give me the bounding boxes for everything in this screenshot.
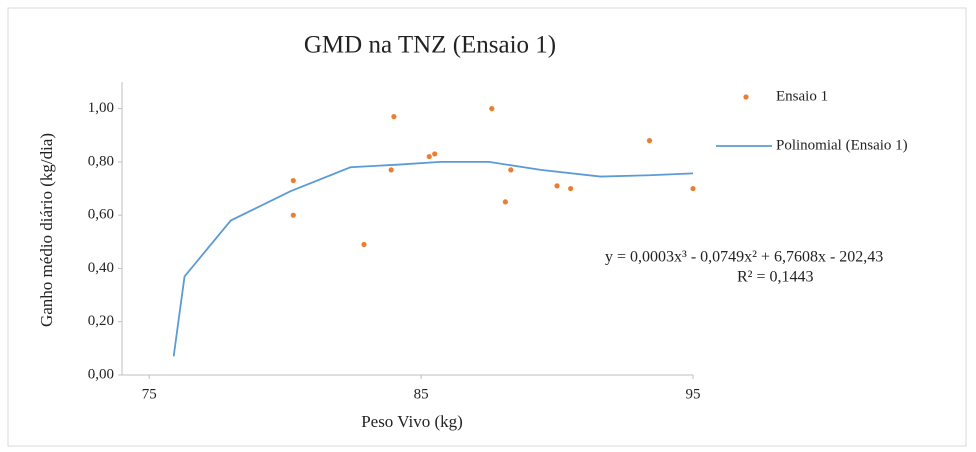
- point: [290, 212, 296, 218]
- trendline: [172, 161, 694, 357]
- point: [508, 167, 514, 173]
- point: [489, 106, 495, 112]
- point: [432, 151, 438, 157]
- point: [361, 241, 367, 248]
- x-tick-label: 85: [414, 386, 429, 402]
- x-tick-label: 95: [686, 386, 701, 402]
- legend-label: Ensaio 1: [776, 88, 828, 104]
- point: [502, 199, 508, 205]
- point: [388, 167, 394, 173]
- point: [690, 185, 696, 192]
- legend-marker: [743, 94, 749, 100]
- legend-label: Polinomial (Ensaio 1): [776, 137, 908, 153]
- point: [391, 114, 397, 120]
- y-tick-label: 1,00: [88, 100, 114, 116]
- chart-title: GMD na TNZ (Ensaio 1): [304, 32, 556, 59]
- x-tick-label: 75: [142, 386, 157, 402]
- frame: [7, 7, 967, 447]
- y-tick-label: 0,80: [88, 153, 114, 169]
- point: [568, 185, 574, 192]
- y-axis-label: Ganho médio diário (kg/dia): [37, 133, 56, 327]
- x-axis-label: Peso Vivo (kg): [361, 412, 463, 431]
- point: [646, 138, 653, 144]
- point: [554, 183, 560, 189]
- r-squared: R² = 0,1443: [737, 269, 814, 286]
- y-tick-label: 0,40: [88, 260, 114, 276]
- y-tick-label: 0,60: [88, 207, 114, 223]
- point: [290, 177, 296, 184]
- y-tick-label: 0,00: [88, 366, 114, 382]
- equation: y = 0,0003x³ - 0,0749x² + 6,7608x - 202,…: [605, 249, 883, 266]
- point: [426, 153, 432, 160]
- y-tick-label: 0,20: [88, 313, 114, 329]
